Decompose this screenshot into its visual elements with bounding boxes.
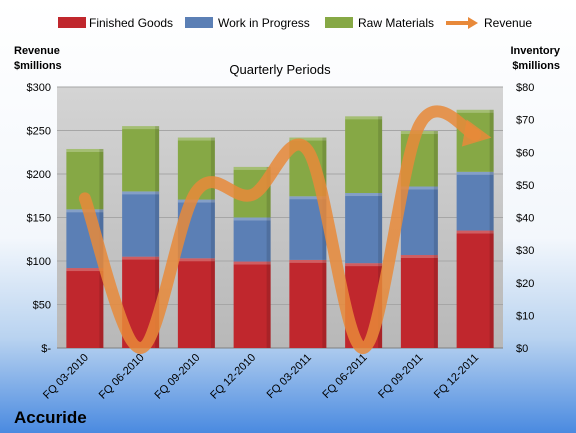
right-tick-label: $30 [516,245,534,257]
legend: Finished Goods Work in Progress Raw Mate… [58,16,532,30]
revenue-point-fq-03-2010 [84,197,86,199]
bar-shade [378,116,383,194]
left-tick-label: $- [41,343,51,355]
right-tick-label: $80 [516,82,534,94]
left-tick-label: $100 [27,256,51,268]
bar-shade [433,131,438,187]
bar-shade [266,261,271,348]
revenue-point-fq-06-2011 [363,347,365,349]
left-tick-label: $200 [27,169,51,181]
bar-highlight [233,217,271,221]
bar-highlight [122,126,160,130]
bar-shade [266,217,271,262]
bar-highlight [345,193,383,197]
legend-swatch-work-in-progress [185,17,213,28]
revenue-point-fq-12-2011 [474,134,476,136]
bar-highlight [456,109,494,113]
legend-swatch-finished-goods [58,17,86,28]
bar-shade [266,166,271,218]
bar-work-in-progress-fq-06-2010 [122,191,160,257]
bar-work-in-progress-fq-12-2011 [456,171,494,231]
bar-work-in-progress-fq-09-2011 [400,186,438,256]
bar-raw-materials-fq-06-2010 [122,126,160,192]
right-tick-label: $60 [516,147,534,159]
bar-shade [99,148,104,210]
right-axis-title-line2: $millions [512,60,560,72]
left-tick-label: $250 [27,126,51,138]
bar-finished-goods-fq-12-2010 [233,261,271,348]
left-axis-title-line1: Revenue [14,45,60,57]
bar-highlight [456,171,494,175]
right-tick-label: $10 [516,310,534,322]
revenue-point-fq-12-2010 [251,194,253,196]
right-axis-title-line1: Inventory [510,45,560,57]
bar-highlight [400,255,438,259]
right-tick-label: $0 [516,343,528,355]
bar-finished-goods-fq-03-2011 [289,259,327,348]
bar-highlight [122,256,160,260]
bar-raw-materials-fq-06-2011 [345,116,383,194]
revenue-line-group [78,105,492,354]
legend-swatch-revenue-arrow [468,17,478,29]
chart-title: Quarterly Periods [229,62,331,77]
left-tick-label: $150 [27,213,51,225]
bar-highlight [400,186,438,190]
legend-label-raw-materials: Raw Materials [358,16,434,30]
bar-highlight [177,137,215,141]
revenue-point-fq-06-2010 [140,347,142,349]
legend-label-finished-goods: Finished Goods [89,16,173,30]
bar-highlight [289,137,327,141]
bar-shade [489,109,494,172]
bar-shade [378,193,383,264]
bar-finished-goods-fq-09-2011 [400,255,438,348]
bar-highlight [289,196,327,200]
bar-shade [433,255,438,348]
bar-shade [489,230,494,348]
bar-highlight [122,191,160,195]
bar-highlight [289,259,327,263]
revenue-line [78,105,492,354]
bar-highlight [345,116,383,120]
right-tick-labels: $0 $10 $20 $30 $40 $50 $60 $70 $80 [516,82,534,355]
legend-label-work-in-progress: Work in Progress [218,16,310,30]
bar-highlight [345,263,383,267]
left-tick-label: $50 [33,300,51,312]
right-tick-label: $40 [516,213,534,225]
bar-finished-goods-fq-12-2011 [456,230,494,348]
company-name: Accuride [14,408,87,427]
bar-shade [210,199,215,259]
bar-work-in-progress-fq-06-2011 [345,193,383,264]
bar-finished-goods-fq-09-2010 [177,258,215,348]
bar-highlight [233,166,271,170]
bar-highlight [66,268,104,272]
bar-work-in-progress-fq-12-2010 [233,217,271,262]
bar-shade [322,137,327,197]
bar-highlight [233,261,271,265]
bar-shade [210,137,215,200]
bar-shade [210,258,215,348]
legend-swatch-raw-materials [325,17,353,28]
bar-shade [433,186,438,256]
revenue-point-fq-03-2011 [307,150,309,152]
right-tick-label: $50 [516,180,534,192]
bar-finished-goods-fq-03-2010 [66,268,104,348]
bar-shade [322,259,327,348]
bar-highlight [66,148,104,152]
revenue-point-fq-09-2010 [195,190,197,192]
bar-shade [99,268,104,348]
bar-shade [155,191,160,257]
left-tick-labels: $- $50 $100 $150 $200 $250 $300 [27,82,52,355]
legend-label-revenue: Revenue [484,16,532,30]
left-tick-label: $300 [27,82,51,94]
bar-highlight [456,230,494,234]
bar-shade [155,126,160,192]
bar-highlight [177,258,215,262]
revenue-point-fq-09-2011 [418,124,420,126]
bar-shade [489,171,494,231]
right-tick-label: $70 [516,115,534,127]
right-tick-label: $20 [516,278,534,290]
left-axis-title-line2: $millions [14,60,62,72]
